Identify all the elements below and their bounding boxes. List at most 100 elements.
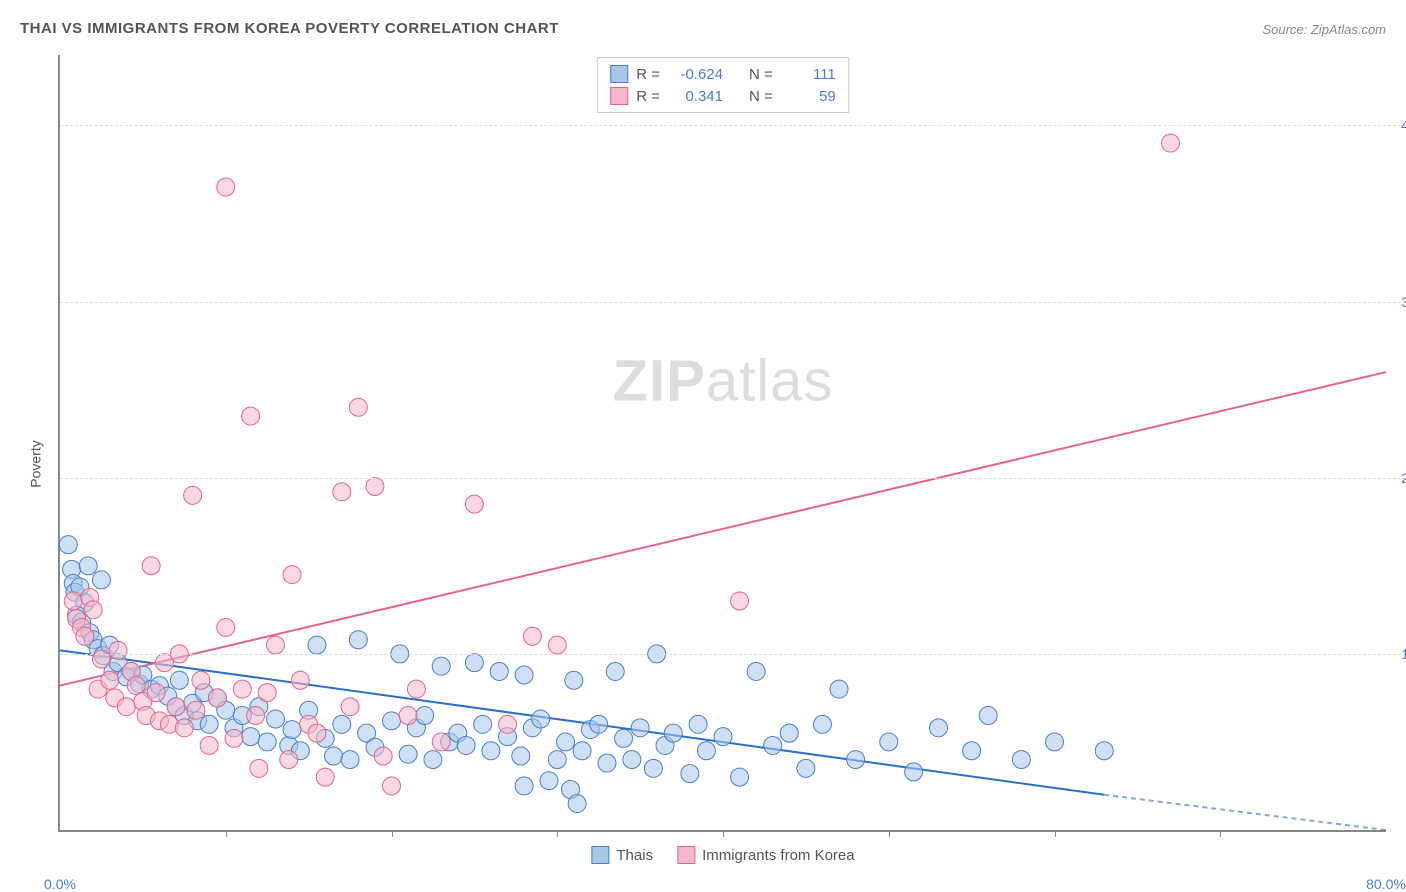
n-value: 111 [781, 66, 836, 83]
legend-label: Immigrants from Korea [702, 847, 855, 864]
data-point [664, 724, 682, 742]
legend-label: Thais [616, 847, 653, 864]
data-point [568, 795, 586, 813]
data-point [200, 736, 218, 754]
data-point [813, 715, 831, 733]
x-tick [1055, 830, 1056, 837]
series-legend: Thais Immigrants from Korea [591, 846, 854, 864]
data-point [565, 671, 583, 689]
data-point [266, 710, 284, 728]
data-point [192, 671, 210, 689]
x-tick-label: 80.0% [1366, 876, 1406, 892]
data-point [979, 707, 997, 725]
data-point [644, 759, 662, 777]
x-tick [723, 830, 724, 837]
data-point [333, 715, 351, 733]
legend-item: Thais [591, 846, 653, 864]
data-point [697, 742, 715, 760]
data-point [598, 754, 616, 772]
data-point [615, 729, 633, 747]
data-point [117, 698, 135, 716]
legend-swatch [610, 65, 628, 83]
y-tick-label: 10.0% [1401, 646, 1406, 662]
data-point [523, 627, 541, 645]
x-tick [392, 830, 393, 837]
data-point [1012, 751, 1030, 769]
data-point [432, 733, 450, 751]
legend-row: R =0.341N =59 [610, 85, 836, 107]
data-point [208, 689, 226, 707]
n-label: N = [749, 88, 773, 105]
data-point [432, 657, 450, 675]
data-point [399, 707, 417, 725]
data-point [258, 733, 276, 751]
correlation-legend: R =-0.624N =111R =0.341N =59 [597, 57, 849, 113]
data-point [780, 724, 798, 742]
r-label: R = [636, 88, 660, 105]
data-point [532, 710, 550, 728]
x-tick [889, 830, 890, 837]
data-point [59, 536, 77, 554]
data-point [109, 641, 127, 659]
data-point [548, 636, 566, 654]
gridline [60, 654, 1406, 655]
data-point [217, 618, 235, 636]
data-point [266, 636, 284, 654]
data-point [225, 729, 243, 747]
x-tick [226, 830, 227, 837]
n-value: 59 [781, 88, 836, 105]
data-point [92, 650, 110, 668]
data-point [325, 747, 343, 765]
r-label: R = [636, 66, 660, 83]
data-point [515, 666, 533, 684]
data-point [407, 680, 425, 698]
legend-row: R =-0.624N =111 [610, 63, 836, 85]
data-point [512, 747, 530, 765]
data-point [1095, 742, 1113, 760]
data-point [963, 742, 981, 760]
legend-swatch [677, 846, 695, 864]
data-point [416, 707, 434, 725]
data-point [308, 636, 326, 654]
data-point [623, 751, 641, 769]
y-tick-label: 20.0% [1401, 470, 1406, 486]
data-point [905, 763, 923, 781]
data-point [175, 719, 193, 737]
chart-title: THAI VS IMMIGRANTS FROM KOREA POVERTY CO… [20, 20, 559, 37]
data-point [170, 671, 188, 689]
data-point [689, 715, 707, 733]
data-point [590, 715, 608, 733]
data-point [242, 728, 260, 746]
data-point [184, 486, 202, 504]
data-point [258, 684, 276, 702]
data-point [333, 483, 351, 501]
chart-area: Poverty ZIPatlas R =-0.624N =111R =0.341… [20, 55, 1386, 872]
data-point [499, 715, 517, 733]
data-point [101, 671, 119, 689]
data-point [929, 719, 947, 737]
data-point [291, 671, 309, 689]
y-tick-label: 30.0% [1401, 294, 1406, 310]
data-point [515, 777, 533, 795]
data-point [247, 707, 265, 725]
scatter-points [60, 55, 1386, 830]
gridline [60, 478, 1406, 479]
data-point [606, 663, 624, 681]
data-point [465, 654, 483, 672]
data-point [731, 592, 749, 610]
data-point [374, 747, 392, 765]
data-point [383, 777, 401, 795]
data-point [797, 759, 815, 777]
data-point [474, 715, 492, 733]
data-point [127, 677, 145, 695]
data-point [280, 751, 298, 769]
data-point [187, 701, 205, 719]
data-point [540, 772, 558, 790]
data-point [341, 751, 359, 769]
data-point [316, 768, 334, 786]
data-point [573, 742, 591, 760]
data-point [242, 407, 260, 425]
gridline [60, 125, 1406, 126]
data-point [457, 736, 475, 754]
data-point [631, 719, 649, 737]
